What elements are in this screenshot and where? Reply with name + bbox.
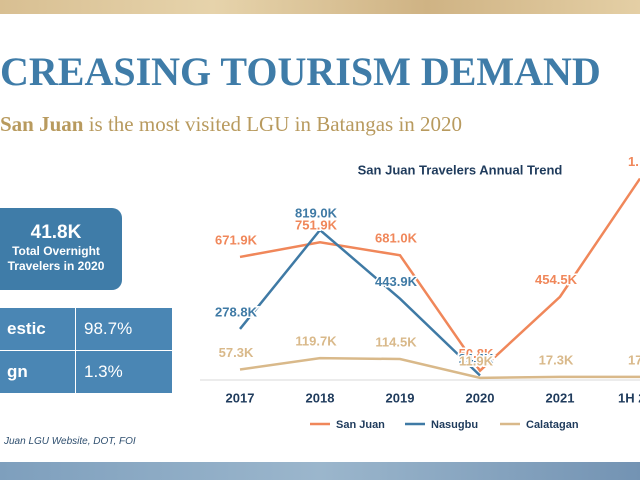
data-label: 50.8K <box>459 346 494 361</box>
data-label: 681.0K <box>375 231 418 246</box>
kpi-label: Total Overnight <box>12 244 100 258</box>
data-label: 671.9K <box>215 232 258 247</box>
data-label: 24.4K <box>459 351 494 366</box>
source-note: Juan LGU Website, DOT, FOI <box>4 436 136 447</box>
bottom-band <box>0 462 640 480</box>
x-tick-label: 2020 <box>466 390 495 405</box>
data-label: 11.9K <box>459 353 494 368</box>
slide-title: CREASING TOURISM DEMAND <box>0 49 601 94</box>
data-label: 1. <box>628 154 639 169</box>
table-cell: 1.3% <box>75 350 173 394</box>
series-line <box>239 228 481 377</box>
kpi-label: Travelers in 2020 <box>7 259 105 273</box>
data-label: 278.8K <box>215 304 258 319</box>
table-cell: estic <box>0 307 76 351</box>
x-tick-label: 1H 2 <box>618 390 640 405</box>
table-cell: 98.7% <box>75 307 173 351</box>
kpi-value: 41.8K <box>30 222 82 243</box>
top-band <box>0 0 640 14</box>
table-cell: gn <box>0 350 76 394</box>
data-label: 57.3K <box>219 345 254 360</box>
data-label: 114.5K <box>375 334 417 349</box>
slide-subtitle: San Juan is the most visited LGU in Bata… <box>0 112 462 137</box>
legend-label: Nasugbu <box>431 419 478 431</box>
x-tick-label: 2021 <box>546 390 575 405</box>
data-label: 119.7K <box>295 334 337 349</box>
data-label: 454.5K <box>535 272 578 287</box>
subtitle-text: is the most visited LGU in Batangas in 2… <box>88 112 463 136</box>
data-label: 17 <box>628 352 640 367</box>
chart-title: San Juan Travelers Annual Trend <box>358 162 563 177</box>
x-tick-label: 2019 <box>386 390 415 405</box>
share-table: estic 98.7% gn 1.3% <box>0 307 173 394</box>
subtitle-highlight: San Juan <box>0 112 84 136</box>
x-tick-label: 2018 <box>306 390 335 405</box>
data-label: 443.9K <box>375 274 418 289</box>
data-label: 17.3K <box>539 352 574 367</box>
x-tick-label: 2017 <box>226 390 255 405</box>
legend-label: San Juan <box>336 419 385 431</box>
series-line <box>239 356 640 380</box>
data-label: 751.9K <box>295 218 338 233</box>
legend-label: Calatagan <box>526 419 579 431</box>
kpi-box: 41.8K Total Overnight Travelers in 2020 <box>0 208 122 290</box>
data-label: 819.0K <box>295 205 338 220</box>
